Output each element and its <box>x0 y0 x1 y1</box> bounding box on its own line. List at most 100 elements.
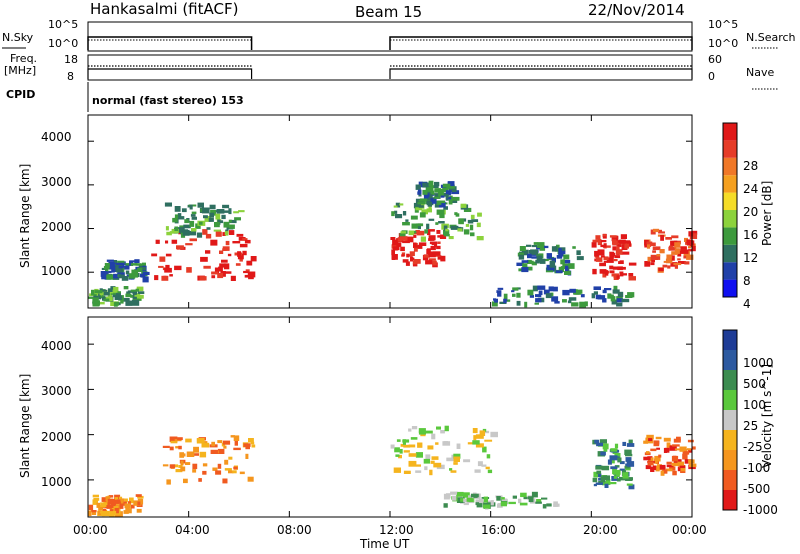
panel-0-cell-4-3 <box>416 244 423 249</box>
panel-1-cell-0-46 <box>96 502 100 508</box>
panel-1-cell-2-58 <box>442 441 451 446</box>
panel-0-cell-8-69 <box>605 270 609 276</box>
panel-0-cell-3-55 <box>233 211 239 214</box>
panel-0-cell-2-63 <box>171 239 178 244</box>
panel-0-cell-4-61 <box>391 249 395 256</box>
panel-0-cell-6-25 <box>419 198 428 202</box>
panel-1-cell-5-63 <box>643 456 651 461</box>
p2-ylabel: Slant Range [km] <box>18 373 32 478</box>
panel-0-cell-6-30 <box>430 190 435 195</box>
power-colorbar-label: Power [dB] <box>760 180 774 246</box>
panel-0-cell-5-15 <box>402 211 407 216</box>
panel-1-cell-0-29 <box>129 497 134 504</box>
panel-0-cell-2-28 <box>158 265 164 268</box>
panel-1-cell-4-20 <box>618 476 626 481</box>
panel-1-cell-0-39 <box>112 499 120 504</box>
panel-1-cell-2-14 <box>425 454 431 460</box>
panel-1-cell-5-40 <box>660 470 665 476</box>
panel-0-cell-8-18 <box>623 240 631 247</box>
panel-0-cell-5-39 <box>400 231 406 234</box>
panel-1-cell-2-49 <box>408 428 412 432</box>
panel-1-cell-5-38 <box>656 447 660 450</box>
panel-1-cell-2-8 <box>449 468 453 471</box>
panel-0-cell-6-53 <box>428 180 434 187</box>
panel-0-cell-10-69 <box>503 298 507 304</box>
panel-1-cell-5-47 <box>687 448 693 453</box>
power-tick-20: 20 <box>743 205 759 219</box>
panel-0-cell-6-16 <box>432 185 439 188</box>
panel-0-cell-8-51 <box>613 274 619 280</box>
panel-0-cell-8-49 <box>609 265 614 270</box>
panel-0-cell-7-48 <box>536 255 543 262</box>
panel-0-cell-1-68 <box>104 263 110 269</box>
panel-0-cell-9-50 <box>656 254 661 257</box>
panel-1-cell-5-46 <box>691 446 696 450</box>
panel-0-cell-2-17 <box>211 275 216 279</box>
power-tick-16: 16 <box>743 228 759 242</box>
p2-ytick-4000: 4000 <box>41 339 72 353</box>
panel-0-cell-4-33 <box>439 234 447 239</box>
xtick-3: 12:00 <box>379 523 414 537</box>
panel-0-cell-7-12 <box>531 261 537 266</box>
nsky-trace-1 <box>389 36 693 50</box>
panel-1-cell-0-5 <box>91 510 97 515</box>
panel-1-cell-2-65 <box>453 456 460 462</box>
panel-1-cell-2-68 <box>472 440 480 445</box>
panel-0-cell-7-39 <box>576 256 584 261</box>
panel-1-cell-2-62 <box>403 450 410 453</box>
colorbar-0-swatch-7 <box>723 157 737 176</box>
panel-0-cell-3-40 <box>190 214 196 217</box>
panel-1-cell-1-1 <box>217 448 225 454</box>
panel-1-cell-2-45 <box>423 458 430 464</box>
panel-1-cell-1-42 <box>233 447 241 451</box>
panel-0-cell-2-41 <box>211 271 219 275</box>
panel-0-cell-4-46 <box>423 254 430 258</box>
panel-1-cell-0-56 <box>136 508 142 513</box>
panel-1-cell-2-23 <box>467 442 475 445</box>
panel-1-cell-1-49 <box>183 478 188 484</box>
panel-0-cell-10-49 <box>527 289 534 296</box>
panel-1-cell-5-69 <box>677 461 685 466</box>
panel-1-cell-5-52 <box>671 462 680 467</box>
panel-0-cell-2-0 <box>200 256 208 262</box>
panel-0-cell-9-68 <box>691 245 696 252</box>
panel-1-cell-5-42 <box>645 465 651 470</box>
panel-0-cell-1-16 <box>117 262 124 267</box>
panel-1-cell-2-53 <box>487 469 493 474</box>
panel-0-cell-6-54 <box>451 196 460 201</box>
panel-1-cell-0-19 <box>114 497 118 501</box>
panel-1-cell-4-57 <box>595 465 603 470</box>
panel-0-cell-3-39 <box>191 228 197 232</box>
panel-1-cell-4-43 <box>593 471 598 478</box>
panel-0-cell-6-45 <box>423 193 430 199</box>
panel-0-cell-8-24 <box>592 239 600 243</box>
panel-0-cell-0-29 <box>120 298 124 304</box>
panel-0-cell-3-43 <box>216 209 225 214</box>
panel-0-cell-1-25 <box>121 276 129 281</box>
colorbar-1-swatch-3 <box>723 430 737 450</box>
panel-0-cell-8-10 <box>597 249 605 256</box>
panel-0-cell-2-34 <box>161 275 169 281</box>
panel-0-cell-10-44 <box>497 292 502 297</box>
vel-tick-2: 100 <box>743 398 766 412</box>
panel-0-cell-7-26 <box>517 252 524 257</box>
panel-0-cell-9-36 <box>646 243 651 249</box>
panel-0-cell-5-51 <box>467 219 474 224</box>
panel-0-cell-4-63 <box>412 263 418 267</box>
panel-0-cell-9-65 <box>660 235 664 241</box>
panel-0-cell-3-62 <box>174 226 179 231</box>
panel-1-cell-2-9 <box>485 466 490 470</box>
panel-1-cell-1-58 <box>232 470 237 474</box>
panel-1-cell-2-18 <box>473 435 477 441</box>
panel-0-cell-5-53 <box>450 225 459 230</box>
panel-1-cell-2-35 <box>398 454 402 459</box>
freq-label: Freq. <box>10 52 38 65</box>
panel-0-cell-2-27 <box>214 267 220 274</box>
nsearch-label: N.Search <box>746 31 796 44</box>
panel-1-cell-5-16 <box>666 442 671 448</box>
vel-tick-4: -25 <box>743 440 763 454</box>
freq-tick-bottom: 8 <box>67 70 74 83</box>
panel-1-cell-3-44 <box>528 496 534 503</box>
panel-0-cell-6-61 <box>436 200 442 205</box>
panel-1-cell-4-12 <box>605 479 611 485</box>
